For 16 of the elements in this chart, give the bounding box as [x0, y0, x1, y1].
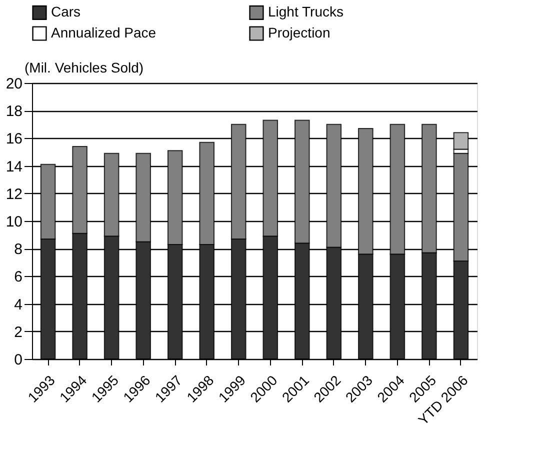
- legend-label: Projection: [268, 24, 330, 40]
- y-tick-label: 8: [14, 241, 22, 258]
- legend-label: Light Trucks: [268, 4, 344, 20]
- y-tick-label: 4: [14, 296, 22, 314]
- y-tick-label: 18: [6, 103, 22, 120]
- y-tick-label: 0: [14, 352, 22, 368]
- y-tick-label: 16: [6, 130, 22, 148]
- y-tick-label: 2: [14, 324, 22, 341]
- y-axis-title: (Mil. Vehicles Sold): [24, 60, 144, 76]
- y-tick-label: 20: [6, 76, 22, 92]
- y-tick-label: 12: [6, 186, 22, 203]
- legend-label: Annualized Pace: [51, 24, 156, 40]
- y-tick-label: 14: [6, 158, 22, 176]
- legend-label: Cars: [51, 4, 81, 20]
- y-tick-label: 10: [6, 214, 22, 230]
- y-tick-label: 6: [14, 268, 22, 286]
